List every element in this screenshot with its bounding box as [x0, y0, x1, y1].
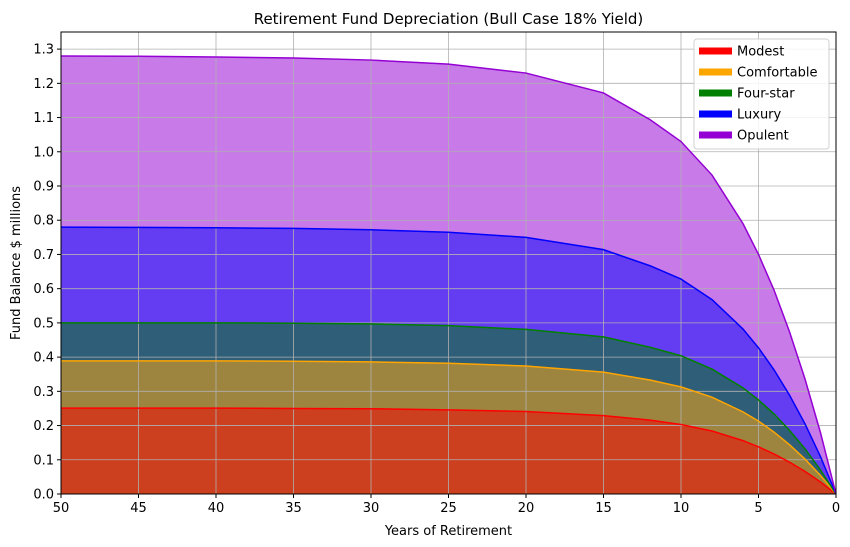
x-tick-label: 35	[285, 501, 302, 516]
chart-title: Retirement Fund Depreciation (Bull Case …	[254, 10, 644, 28]
x-axis-ticks: 50 45 40 35 30 25 20 15 10 5 0	[53, 494, 840, 516]
y-axis-label: Fund Balance $ millions	[9, 186, 24, 340]
y-tick-label: 0.6	[33, 282, 54, 297]
y-tick-label: 0.9	[33, 180, 54, 195]
legend-label-comfortable: Comfortable	[737, 66, 818, 81]
y-tick-label: 0.0	[33, 488, 54, 503]
y-tick-label: 0.8	[33, 214, 54, 229]
x-tick-label: 10	[673, 501, 690, 516]
y-tick-label: 0.5	[33, 316, 54, 331]
x-tick-label: 50	[53, 501, 70, 516]
legend-swatch-four-star	[699, 89, 732, 97]
y-tick-label: 1.0	[33, 145, 54, 160]
y-axis-ticks: 0.0 0.1 0.2 0.3 0.4 0.5 0.6 0.7 0.8 0.9 1.0 1.1 1.2 1…	[33, 43, 61, 503]
series-line-modest	[61, 407, 837, 495]
legend-swatch-modest	[699, 47, 732, 55]
x-tick-label: 25	[440, 501, 457, 516]
y-tick-label: 1.2	[33, 77, 54, 92]
series-line-opulent	[60, 55, 837, 495]
x-tick-label: 40	[208, 501, 225, 516]
legend-label-modest: Modest	[737, 45, 784, 60]
x-tick-label: 45	[130, 501, 147, 516]
series-line-comfortable	[61, 360, 837, 495]
x-tick-label: 15	[595, 501, 612, 516]
series-line-four-star	[61, 322, 837, 495]
y-tick-label: 1.3	[33, 43, 54, 58]
y-tick-label: 0.1	[33, 453, 54, 468]
legend-label-luxury: Luxury	[737, 108, 782, 123]
legend-swatch-opulent	[699, 131, 732, 139]
x-tick-label: 30	[363, 501, 380, 516]
x-tick-label: 20	[518, 501, 535, 516]
x-tick-label: 0	[832, 501, 840, 516]
y-tick-label: 0.7	[33, 248, 54, 263]
y-tick-label: 0.4	[33, 351, 54, 366]
x-axis-label: Years of Retirement	[384, 524, 512, 539]
x-tick-label: 5	[754, 501, 762, 516]
y-tick-label: 0.3	[33, 385, 54, 400]
legend-swatch-comfortable	[699, 68, 732, 76]
y-tick-label: 1.1	[33, 111, 54, 126]
legend-swatch-luxury	[699, 110, 732, 118]
y-tick-label: 0.2	[33, 419, 54, 434]
legend-box	[693, 38, 830, 150]
legend-label-four-star: Four-star	[737, 87, 795, 102]
legend-label-opulent: Opulent	[737, 129, 789, 144]
legend: Modest Comfortable Four-star Luxury Opulent	[693, 38, 830, 150]
series-line-luxury	[60, 226, 837, 495]
series-lines	[60, 55, 837, 495]
